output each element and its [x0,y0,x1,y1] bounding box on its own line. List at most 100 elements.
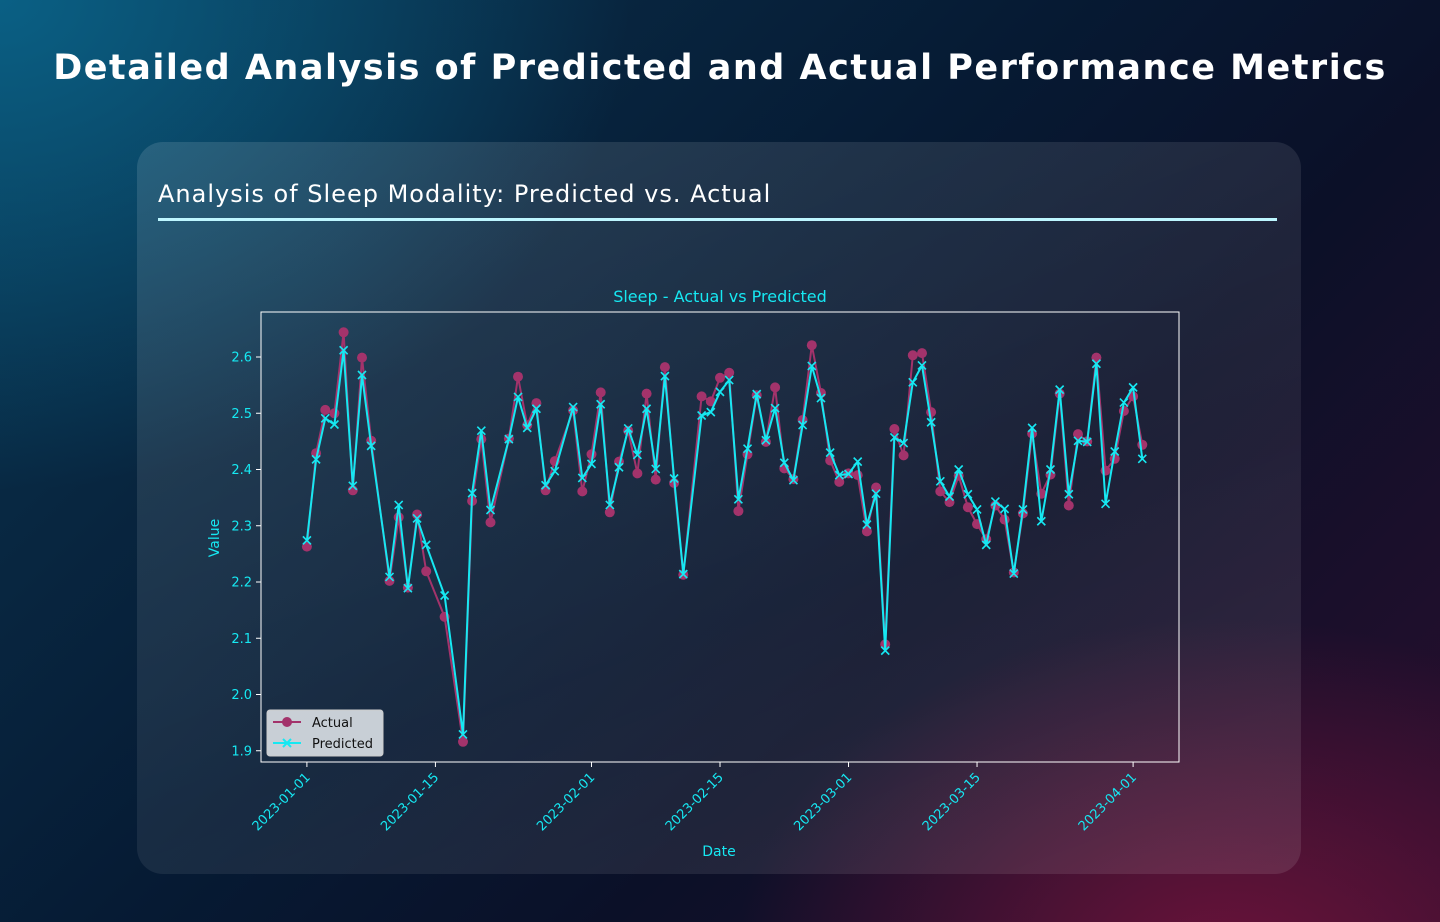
legend-actual-label: Actual [312,716,353,731]
actual-point [724,367,735,378]
predicted-point [623,423,633,434]
predicted-point [990,496,1000,507]
actual-point [485,517,496,528]
actual-point [1137,439,1148,450]
actual-point [926,407,937,418]
actual-point [935,486,946,497]
predicted-point [1000,504,1010,514]
y-tick-label: 2.2 [231,576,252,591]
y-tick-label: 2.6 [231,351,252,366]
predicted-point [485,505,496,515]
predicted-point [467,488,477,498]
predicted-point [724,375,734,385]
legend-actual-marker [282,717,292,727]
predicted-point [541,480,551,490]
predicted-point [614,462,624,472]
x-tick-label: 2023-03-01 [791,770,855,834]
actual-point [806,340,817,351]
legend: Actual Predicted [266,709,384,757]
predicted-point [1055,385,1065,395]
predicted-point [348,481,358,491]
predicted-point [522,423,532,433]
actual-point [907,350,918,361]
actual-point [1073,429,1083,440]
y-tick-label: 2.5 [231,407,252,422]
predicted-point [853,457,863,467]
predicted-point [339,345,349,355]
predicted-point [944,491,955,502]
actual-point [889,424,900,434]
actual-point [513,371,523,382]
x-tick-label: 2023-02-01 [534,770,598,834]
actual-point [861,526,872,537]
predicted-point [586,459,597,469]
predicted-point [641,404,652,414]
y-tick-label: 1.9 [231,744,252,759]
actual-point [632,468,643,479]
predicted-point [935,476,945,486]
actual-point [531,398,542,409]
actual-point [705,396,716,407]
x-axis-label: Date [702,844,735,860]
actual-point [962,502,973,513]
actual-point [659,362,670,373]
predicted-point [412,513,422,524]
predicted-point [807,361,817,371]
title-underline [158,218,1277,221]
actual-point [1128,391,1139,402]
actual-point [421,566,432,577]
predicted-point [669,473,679,484]
predicted-point [366,441,376,451]
actual-point [733,506,744,517]
predicted-point [403,583,413,593]
actual-point [595,387,606,398]
actual-point [898,450,909,461]
x-tick-label: 2023-03-15 [920,770,984,834]
actual-point [1100,465,1111,476]
legend-predicted-label: Predicted [312,737,373,752]
actual-point [458,736,468,747]
predicted-point [742,444,753,454]
legend-predicted-marker [282,738,292,748]
predicted-point [816,393,826,403]
predicted-point [1064,489,1074,499]
actual-series-line [305,331,1144,743]
predicted-point [862,520,872,530]
card-title: Analysis of Sleep Modality: Predicted vs… [158,180,772,208]
predicted-point [843,469,854,479]
page-title: Detailed Analysis of Predicted and Actua… [53,48,1387,88]
predicted-point [632,450,642,460]
predicted-point [605,500,615,510]
x-tick-label: 2023-02-15 [663,770,727,834]
predicted-point [651,464,661,474]
actual-point [641,388,652,399]
predicted-point [871,489,881,499]
x-tick-label: 2023-01-15 [378,770,442,834]
predicted-point [1073,436,1083,446]
predicted-point [706,407,716,417]
predicted-point [880,646,890,656]
predicted-point [421,540,431,550]
predicted-point [311,454,321,464]
predicted-point [302,535,312,545]
actual-point [770,382,781,393]
predicted-point [329,419,340,430]
predicted-point [788,475,799,485]
predicted-point [715,387,725,397]
predicted-series-line [305,349,1144,736]
predicted-point [531,404,541,414]
predicted-point [1119,397,1129,408]
predicted-point [825,448,835,458]
actual-point [1063,500,1074,511]
predicted-point [954,464,964,475]
actual-point [852,470,863,481]
predicted-point [568,402,578,412]
predicted-point [577,473,587,483]
actual-point [834,476,845,487]
predicted-point [1091,359,1101,369]
actual-point [999,514,1010,525]
y-tick-label: 2.3 [231,519,252,534]
actual-point [604,507,615,518]
x-tick-label: 2023-04-01 [1076,770,1140,834]
